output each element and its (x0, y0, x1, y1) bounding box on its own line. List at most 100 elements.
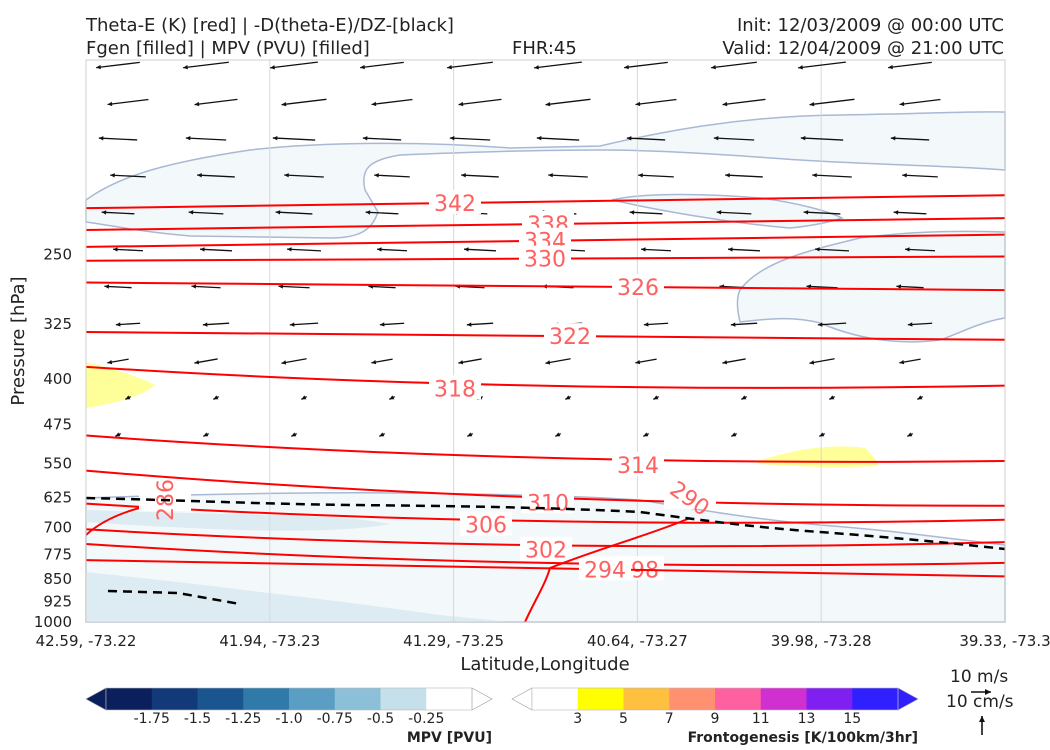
theta-e-contour (85, 233, 1006, 248)
y-tick-label: 775 (43, 545, 72, 563)
colorbar-tick-label: 7 (665, 711, 674, 727)
theta-e-contour (85, 217, 1006, 231)
wind-vector-head (741, 395, 747, 400)
theta-e-label-bg (544, 323, 596, 348)
wind-vector-head (110, 173, 115, 178)
theta-e-label: 314 (617, 454, 659, 479)
x-tick-label: 39.98, -73.28 (771, 632, 872, 650)
wind-vector (449, 137, 491, 141)
wind-vector-head (907, 322, 913, 327)
colorbar-tick-label: -0.75 (317, 711, 353, 727)
wind-vector (635, 98, 677, 106)
colorbar-swatch (380, 688, 427, 710)
wind-vector (188, 211, 224, 215)
theta-e-label: 342 (434, 192, 476, 217)
fgen-colorbar-label: Frontogenesis [K/100km/3hr] (688, 730, 918, 746)
wind-vector-head (98, 136, 104, 141)
y-tick-label: 700 (43, 518, 72, 536)
wind-vector (362, 137, 402, 141)
wind-vector-head (534, 65, 539, 70)
wind-vector (713, 137, 755, 141)
theta-e-contour (85, 255, 1006, 262)
wind-vector-head (902, 173, 907, 178)
wind-vector-head (461, 173, 466, 178)
fgen-colorbar: 3 5 7 9 11 13 15 (511, 687, 919, 727)
colorbar-tick-label: -0.25 (408, 711, 444, 727)
theta-e-contour (85, 506, 144, 536)
colorbar-swatch (669, 688, 716, 710)
wind-vector-head (800, 135, 806, 141)
wind-vector-head (125, 395, 131, 400)
wind-vector-head (899, 359, 905, 365)
theta-e-contour (85, 542, 1006, 567)
wind-vector-head (643, 322, 649, 327)
y-tick-label: 550 (43, 454, 72, 472)
colorbar-right-arrow (897, 687, 919, 711)
theta-e-contour (85, 365, 1006, 389)
wind-vector-head (301, 395, 307, 400)
colorbar-swatch (289, 688, 336, 710)
colorbar-tick-label: 11 (752, 711, 770, 727)
x-tick-label: 40.64, -73.27 (587, 632, 688, 650)
wind-vector-head (365, 210, 371, 215)
colorbar-frame (105, 687, 473, 711)
wind-vector-head (360, 64, 365, 70)
wind-vector (814, 248, 850, 252)
wind-vector (183, 61, 229, 69)
wind-vector-head (202, 322, 208, 327)
wind-vector (536, 137, 580, 141)
theta-e-label: 310 (527, 491, 569, 516)
wind-vector-head (635, 359, 641, 365)
wind-vector-head (905, 247, 910, 252)
wind-vector-head (115, 432, 121, 437)
y-tick-label: 250 (43, 245, 72, 263)
theta-e-label-bg (429, 375, 481, 400)
wind-vector-head (803, 210, 809, 215)
wind-vector-head (798, 65, 803, 70)
mpv-dark-strip (86, 510, 390, 531)
wind-vector (896, 285, 924, 289)
wind-vector-head (907, 432, 913, 437)
colorbar-left-arrow (511, 687, 533, 711)
vector-key-h-arrowhead (985, 689, 991, 695)
mpv-region-right (736, 230, 1006, 343)
wind-vector-head (819, 432, 825, 437)
wind-vector-head (725, 173, 730, 178)
wind-vector (104, 285, 132, 289)
vector-key-vertical: 10 cm/s (946, 692, 1014, 712)
wind-vector (360, 61, 404, 69)
valid-label: Valid: 12/04/2009 @ 21:00 UTC (722, 38, 1004, 59)
wind-vector (800, 137, 844, 141)
theta-e-label-bg (460, 511, 512, 536)
wind-vector-head (635, 101, 641, 107)
wind-vector-head (107, 101, 113, 107)
y-tick-label: 325 (43, 315, 72, 333)
wind-vector-head (389, 395, 395, 400)
theta-e-label-bg (520, 536, 572, 561)
wind-vector-head (653, 395, 659, 400)
wind-vector (463, 248, 497, 252)
colorbar-swatch (852, 688, 899, 710)
theta-e-contour (85, 331, 1006, 341)
wind-vector-head (191, 284, 197, 289)
x-axis-label: Latitude,Longitude (460, 654, 629, 675)
title-line1: Theta-E (K) [red] | -D(theta-E)/DZ-[blac… (85, 15, 454, 36)
wind-vector-head (197, 173, 202, 178)
plot-frame (85, 59, 1006, 623)
init-label: Init: 12/03/2009 @ 00:00 UTC (737, 15, 1004, 36)
wind-vector-head (713, 136, 719, 141)
wind-vector (194, 98, 238, 106)
colorbar-swatch (334, 688, 381, 710)
wind-vector-head (815, 247, 820, 252)
x-tick-label: 42.59, -73.22 (36, 632, 137, 650)
wind-vector-head (287, 247, 292, 252)
wind-vector-head (641, 247, 646, 252)
mpv-colorbar-label: MPV [PVU] (407, 730, 492, 746)
x-tick-label: 41.29, -73.25 (403, 632, 504, 650)
wind-vector (461, 174, 499, 178)
colorbar-swatch (151, 688, 198, 710)
wind-vector-head (377, 247, 382, 252)
wind-vector-head (107, 359, 113, 365)
wind-vector-head (278, 284, 284, 289)
fhr-label: FHR:45 (512, 38, 577, 59)
